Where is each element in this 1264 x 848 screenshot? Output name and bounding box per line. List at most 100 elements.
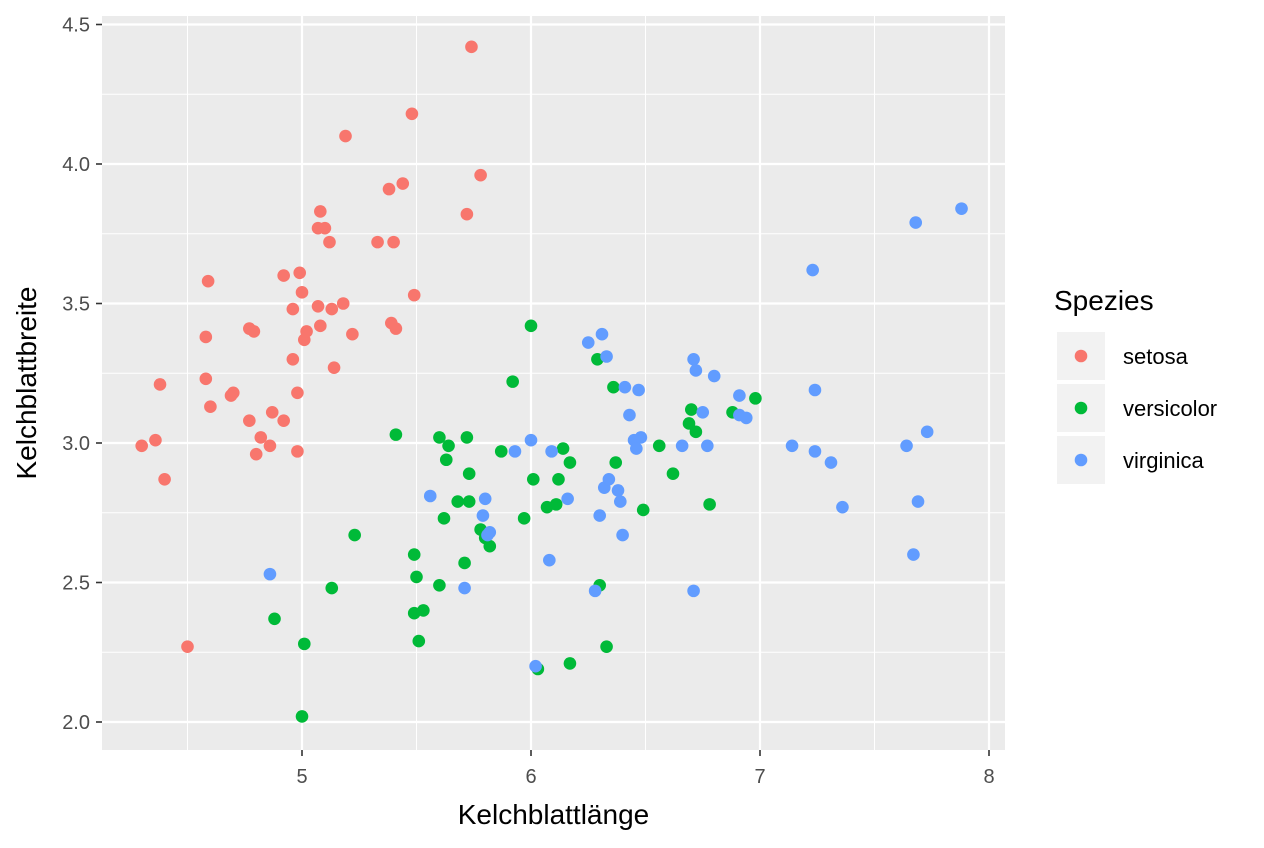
data-point-setosa (149, 433, 162, 447)
y-tick-label: 2.0 (62, 712, 90, 734)
data-point-setosa (247, 325, 261, 338)
data-point-setosa (286, 353, 300, 366)
data-point-versicolor (526, 472, 540, 486)
data-point-versicolor (433, 431, 446, 444)
data-point-setosa (291, 445, 304, 458)
major-gridlines (102, 16, 1005, 750)
data-point-virginica (911, 495, 925, 508)
data-point-setosa (254, 431, 268, 444)
data-point-setosa (277, 269, 290, 282)
series-virginica (263, 202, 968, 673)
data-point-virginica (836, 500, 849, 514)
x-axis: 5 6 7 8 (296, 750, 995, 788)
data-point-virginica (675, 439, 689, 453)
data-point-virginica (545, 445, 558, 458)
data-point-setosa (407, 288, 421, 302)
data-point-virginica (508, 445, 522, 458)
data-point-virginica (824, 456, 838, 469)
legend-title: Spezies (1054, 285, 1154, 316)
data-point-versicolor (483, 539, 497, 553)
data-point-virginica (483, 525, 497, 539)
data-point-virginica (263, 567, 277, 581)
data-point-setosa (371, 235, 384, 249)
data-point-setosa (291, 386, 304, 400)
data-point-setosa (387, 235, 400, 249)
data-point-virginica (618, 380, 632, 394)
data-point-versicolor (295, 710, 309, 723)
data-point-virginica (423, 489, 437, 503)
data-point-setosa (153, 378, 167, 391)
data-point-versicolor (417, 604, 430, 617)
data-point-setosa (314, 319, 327, 333)
data-point-versicolor (348, 528, 361, 542)
data-point-virginica (808, 383, 822, 397)
data-point-setosa (158, 472, 171, 486)
x-tick-label: 7 (754, 766, 765, 788)
data-point-setosa (181, 640, 194, 653)
data-point-virginica (808, 445, 822, 458)
data-point-virginica (689, 364, 703, 377)
y-tick-label: 2.5 (62, 573, 90, 595)
data-point-versicolor (494, 445, 508, 458)
data-point-virginica (581, 336, 595, 349)
data-point-setosa (460, 207, 474, 221)
data-point-virginica (593, 509, 606, 522)
data-point-setosa (243, 414, 256, 427)
data-point-versicolor (563, 657, 577, 670)
x-axis-title: Kelchblattlänge (458, 799, 649, 830)
data-point-versicolor (506, 375, 519, 388)
data-point-virginica (632, 383, 645, 397)
data-point-virginica (600, 350, 613, 363)
data-point-setosa (389, 322, 403, 335)
data-point-virginica (920, 425, 934, 439)
data-point-versicolor (636, 503, 650, 517)
data-point-virginica (588, 584, 602, 598)
data-point-virginica (616, 528, 629, 542)
minor-gridlines (102, 16, 1005, 750)
legend-marker (1074, 401, 1088, 415)
legend-label: virginica (1123, 448, 1204, 473)
data-point-setosa (295, 286, 309, 299)
data-point-virginica (785, 439, 799, 453)
data-point-setosa (249, 447, 263, 461)
data-point-versicolor (666, 467, 680, 480)
legend: Spezies setosa versicolor virginica (1054, 285, 1217, 484)
data-point-virginica (595, 327, 609, 341)
data-point-virginica (806, 263, 819, 277)
data-point-setosa (286, 302, 300, 316)
data-point-versicolor (556, 442, 570, 455)
data-point-versicolor (433, 578, 446, 592)
data-point-versicolor (682, 417, 696, 430)
data-point-versicolor (689, 425, 703, 439)
plot-panel (102, 16, 1005, 750)
data-point-virginica (602, 472, 616, 486)
data-point-setosa (265, 406, 279, 419)
data-point-setosa (396, 177, 410, 190)
data-point-virginica (696, 406, 710, 419)
data-point-virginica (739, 411, 753, 425)
data-point-virginica (630, 442, 643, 455)
data-point-setosa (339, 129, 352, 143)
legend-item-virginica: virginica (1057, 436, 1204, 484)
data-point-virginica (687, 584, 700, 598)
data-point-versicolor (407, 548, 421, 561)
y-axis-title: Kelchblattbreite (11, 286, 42, 479)
data-point-versicolor (749, 392, 762, 405)
data-point-virginica (529, 659, 542, 673)
legend-item-versicolor: versicolor (1057, 384, 1217, 432)
data-point-versicolor (458, 556, 471, 570)
data-points (135, 40, 968, 723)
data-point-setosa (474, 168, 487, 182)
data-point-setosa (346, 327, 359, 341)
y-tick-label: 3.5 (62, 294, 90, 316)
data-point-setosa (327, 361, 341, 374)
data-point-versicolor (462, 467, 476, 480)
data-point-versicolor (325, 581, 339, 595)
legend-label: versicolor (1123, 396, 1217, 421)
y-tick-label: 4.5 (62, 15, 90, 37)
legend-item-setosa: setosa (1057, 332, 1189, 380)
data-point-versicolor (439, 453, 453, 467)
data-point-virginica (611, 484, 625, 497)
data-point-setosa (465, 40, 478, 54)
